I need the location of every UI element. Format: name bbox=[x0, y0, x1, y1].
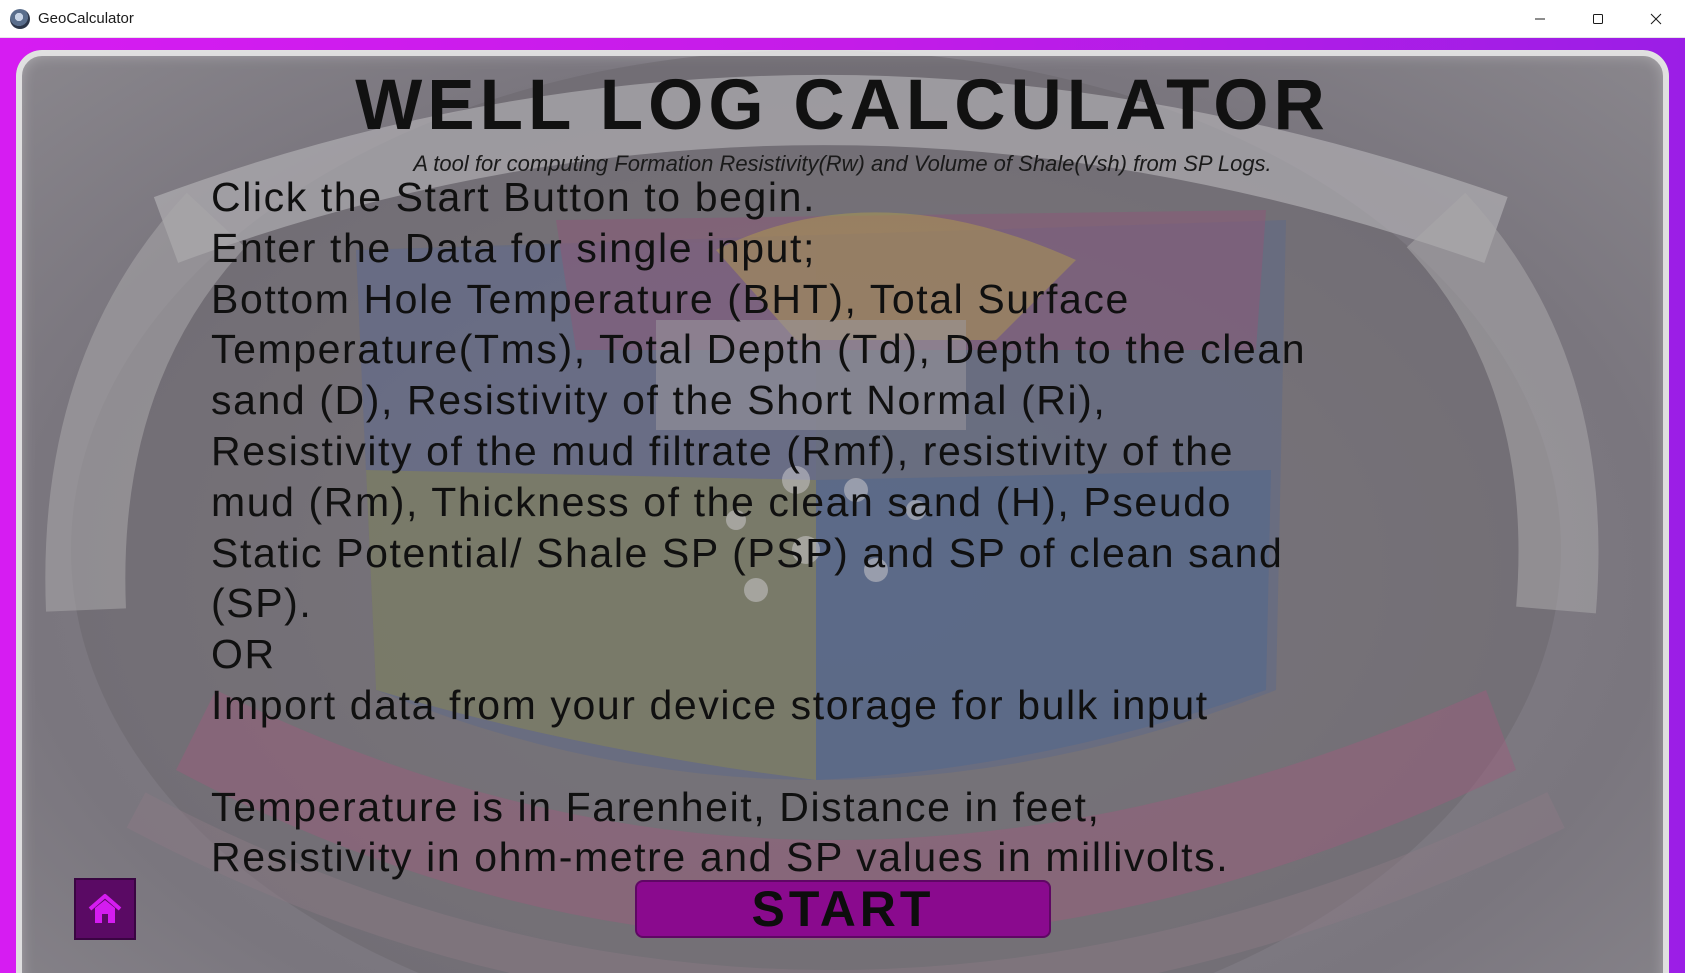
instruction-line: Temperature(Tms), Total Depth (Td), Dept… bbox=[211, 326, 1307, 373]
app-logo-icon bbox=[10, 8, 30, 29]
instruction-line: Resistivity of the mud filtrate (Rmf), r… bbox=[211, 427, 1235, 474]
home-icon bbox=[88, 894, 122, 923]
minimize-icon bbox=[1535, 18, 1545, 20]
app-frame: WELL LOG CALCULATOR A tool for computing… bbox=[0, 38, 1685, 973]
window-controls bbox=[1511, 0, 1685, 38]
minimize-button[interactable] bbox=[1511, 0, 1569, 38]
instructions-text: Click the Start Button to begin. Enter t… bbox=[211, 172, 1511, 883]
maximize-icon bbox=[1593, 14, 1603, 24]
instruction-line: Bottom Hole Temperature (BHT), Total Sur… bbox=[211, 275, 1130, 322]
main-panel: WELL LOG CALCULATOR A tool for computing… bbox=[16, 50, 1669, 973]
window-titlebar: GeoCalculator bbox=[0, 0, 1685, 38]
instruction-line: Click the Start Button to begin. bbox=[211, 174, 816, 220]
page-subtitle: A tool for computing Formation Resistivi… bbox=[413, 151, 1272, 176]
home-button[interactable] bbox=[74, 878, 136, 940]
instruction-line: sand (D), Resistivity of the Short Norma… bbox=[211, 377, 1107, 424]
page-title: WELL LOG CALCULATOR bbox=[355, 66, 1330, 145]
maximize-button[interactable] bbox=[1569, 0, 1627, 38]
instruction-line: Import data from your device storage for… bbox=[211, 681, 1209, 728]
instruction-line: (SP). bbox=[211, 580, 313, 627]
instruction-line: Resistivity in ohm-metre and SP values i… bbox=[211, 834, 1230, 881]
background-crest-emblem bbox=[45, 50, 1599, 973]
close-icon bbox=[1650, 13, 1662, 25]
window-title: GeoCalculator bbox=[38, 10, 134, 27]
close-button[interactable] bbox=[1627, 0, 1685, 38]
instruction-line: OR bbox=[211, 631, 276, 678]
instruction-line: Enter the Data for single input; bbox=[211, 224, 817, 271]
instruction-line: Static Potential/ Shale SP (PSP) and SP … bbox=[211, 529, 1284, 576]
instruction-spacer bbox=[211, 731, 1511, 782]
instruction-line: Temperature is in Farenheit, Distance in… bbox=[211, 783, 1101, 830]
start-button[interactable]: START bbox=[635, 880, 1051, 938]
instruction-line: mud (Rm), Thickness of the clean sand (H… bbox=[211, 478, 1233, 525]
